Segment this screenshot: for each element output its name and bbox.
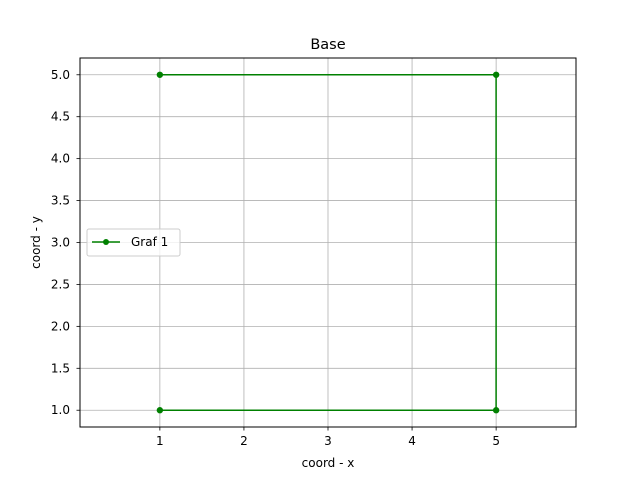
- y-tick-label: 2.0: [51, 319, 70, 333]
- x-tick-label: 3: [324, 434, 332, 448]
- y-tick-label: 4.5: [51, 110, 70, 124]
- legend-label: Graf 1: [131, 235, 168, 249]
- y-tick-label: 3.5: [51, 194, 70, 208]
- series-line: [159, 74, 497, 411]
- x-tick-label: 2: [240, 434, 248, 448]
- legend: Graf 1: [86, 228, 181, 257]
- y-tick-label: 5.0: [51, 68, 70, 82]
- ticks: 1 2 3 4 5 1.0 1.5 2.0 2.5 3.0 3.5 4.0 4.5 5.0: [51, 68, 500, 448]
- x-tick-label: 4: [408, 434, 416, 448]
- y-tick-label: 1.0: [51, 403, 70, 417]
- chart-title: Base: [310, 37, 345, 53]
- y-axis-label: coord - y: [29, 216, 43, 269]
- y-tick-label: 1.5: [51, 361, 70, 375]
- y-tick-label: 2.5: [51, 277, 70, 291]
- y-tick-label: 4.0: [51, 152, 70, 166]
- x-tick-label: 1: [156, 434, 164, 448]
- data-point: [492, 71, 500, 78]
- data-point: [156, 71, 164, 78]
- y-tick-label: 3.0: [51, 236, 70, 250]
- legend-box: [86, 228, 181, 257]
- series-layer: [156, 71, 500, 414]
- x-axis-label: coord - x: [302, 456, 355, 470]
- legend-marker: [103, 239, 109, 245]
- data-point: [492, 407, 500, 414]
- x-tick-label: 5: [492, 434, 500, 448]
- data-point: [156, 407, 164, 414]
